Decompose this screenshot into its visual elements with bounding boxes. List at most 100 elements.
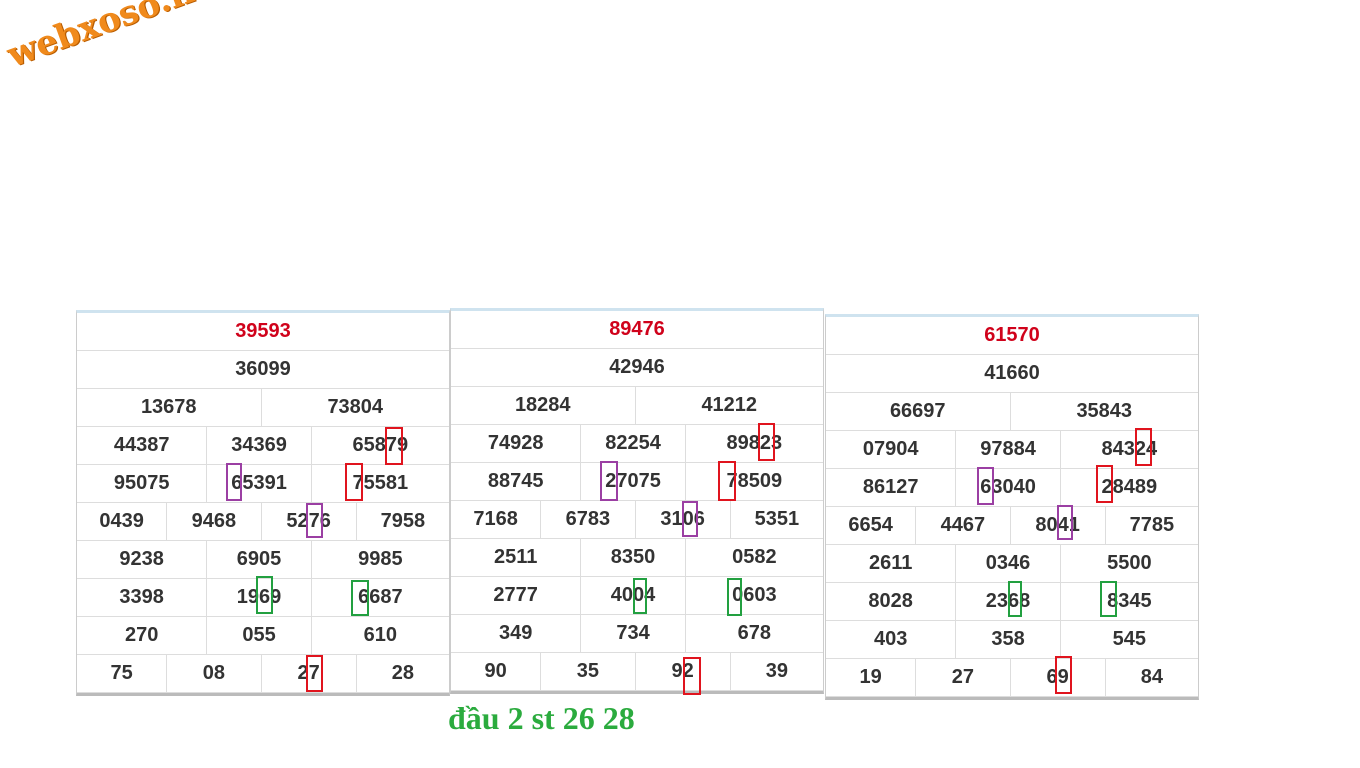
- highlight-box: [683, 657, 701, 695]
- number-cell: 41212: [701, 394, 758, 416]
- table-row: 9238 6905 9985: [77, 541, 449, 579]
- number-cell: 28: [391, 662, 414, 684]
- number-cell: 34369: [207, 427, 312, 464]
- number-cell: 61570: [984, 324, 1040, 346]
- number-cell: 1969: [207, 579, 312, 616]
- highlight-box: [1055, 656, 1072, 694]
- table-row: 88745 27075 78509: [451, 463, 823, 501]
- number-cell: 39593: [235, 320, 291, 342]
- table-row: 2611 0346 5500: [826, 545, 1198, 583]
- table-row: 2511 8350 0582: [451, 539, 823, 577]
- number-cell: 7958: [380, 510, 426, 532]
- number-cell: 6905: [207, 541, 312, 578]
- number-cell: 8028: [826, 583, 957, 620]
- number-cell: 36099: [235, 358, 291, 380]
- number-cell: 78509: [726, 470, 783, 492]
- number-cell: 42946: [609, 356, 665, 378]
- number-cell: 610: [363, 624, 398, 646]
- number-cell: 27075: [581, 463, 686, 500]
- number-cell: 75: [77, 655, 168, 692]
- number-cell: 8345: [1107, 590, 1152, 612]
- number-cell: 0439: [77, 503, 168, 540]
- number-cell: 97884: [956, 431, 1061, 468]
- highlight-box: [1096, 465, 1113, 503]
- table-row: 42946: [451, 349, 823, 387]
- highlight-box: [256, 576, 273, 614]
- table-row: 44387 34369 65879: [77, 427, 449, 465]
- table-row: 89476: [451, 311, 823, 349]
- number-cell: 055: [207, 617, 312, 654]
- highlight-box: [351, 580, 369, 616]
- number-cell: 9985: [358, 548, 403, 570]
- number-cell: 35: [541, 653, 636, 690]
- highlight-box: [306, 655, 323, 692]
- number-cell: 7785: [1129, 514, 1175, 536]
- highlight-box: [633, 578, 647, 614]
- highlight-box: [226, 463, 242, 501]
- number-cell: 84: [1140, 666, 1163, 688]
- highlight-box: [306, 503, 323, 538]
- table-row: 39593: [77, 313, 449, 351]
- number-cell: 5500: [1107, 552, 1152, 574]
- table-row: 36099: [77, 351, 449, 389]
- number-cell: 39: [765, 660, 788, 682]
- number-cell: 6783: [541, 501, 636, 538]
- number-cell: 88745: [451, 463, 582, 500]
- table-row: 74928 82254 89823: [451, 425, 823, 463]
- number-cell: 2777: [451, 577, 582, 614]
- table-row: 75 08 27 28: [77, 655, 449, 693]
- number-cell: 5351: [754, 508, 800, 530]
- number-cell: 7168: [451, 501, 542, 538]
- table-row: 270 055 610: [77, 617, 449, 655]
- table-row: 19 27 69 84: [826, 659, 1198, 697]
- number-cell: 8350: [581, 539, 686, 576]
- number-cell: 27: [916, 659, 1011, 696]
- highlight-box: [1057, 505, 1073, 540]
- highlight-box: [718, 461, 736, 501]
- highlight-box: [727, 578, 742, 616]
- result-table: 61570 41660 66697 35843 07904 97884 84324 86127…: [825, 314, 1199, 700]
- number-cell: 9468: [167, 503, 262, 540]
- number-cell: 270: [77, 617, 208, 654]
- number-cell: 9238: [77, 541, 208, 578]
- number-cell: 89476: [609, 318, 665, 340]
- number-cell: 92: [636, 653, 731, 690]
- highlight-box: [1135, 428, 1152, 466]
- number-cell: 678: [737, 622, 772, 644]
- number-cell: 3398: [77, 579, 208, 616]
- table-row: 61570: [826, 317, 1198, 355]
- number-cell: 07904: [826, 431, 957, 468]
- logo: webxoso.net: [2, 0, 235, 76]
- highlight-box: [1008, 581, 1022, 617]
- table-row: 349 734 678: [451, 615, 823, 653]
- table-row: 18284 41212: [451, 387, 823, 425]
- number-cell: 27: [262, 655, 357, 692]
- table-row: 86127 63040 28489: [826, 469, 1198, 507]
- number-cell: 349: [451, 615, 582, 652]
- highlight-box: [977, 467, 994, 505]
- table-row: 7168 6783 3106 5351: [451, 501, 823, 539]
- number-cell: 35843: [1076, 400, 1133, 422]
- highlight-box: [600, 461, 618, 501]
- number-cell: 5276: [262, 503, 357, 540]
- highlight-box: [385, 427, 403, 465]
- number-cell: 19: [826, 659, 917, 696]
- table-row: 66697 35843: [826, 393, 1198, 431]
- number-cell: 4467: [916, 507, 1011, 544]
- number-cell: 69: [1011, 659, 1106, 696]
- number-cell: 90: [451, 653, 542, 690]
- table-row: 0439 9468 5276 7958: [77, 503, 449, 541]
- number-cell: 65391: [207, 465, 312, 502]
- number-cell: 18284: [451, 387, 636, 424]
- number-cell: 41660: [984, 362, 1040, 384]
- table-row: 90 35 92 39: [451, 653, 823, 691]
- number-cell: 95075: [77, 465, 208, 502]
- number-cell: 6654: [826, 507, 917, 544]
- number-cell: 734: [581, 615, 686, 652]
- highlight-box: [345, 463, 363, 501]
- table-row: 95075 65391 75581: [77, 465, 449, 503]
- highlight-box: [1100, 581, 1117, 617]
- number-cell: 44387: [77, 427, 208, 464]
- result-table: 39593 36099 13678 73804 44387 34369 65879 95075…: [76, 310, 450, 696]
- number-cell: 82254: [581, 425, 686, 462]
